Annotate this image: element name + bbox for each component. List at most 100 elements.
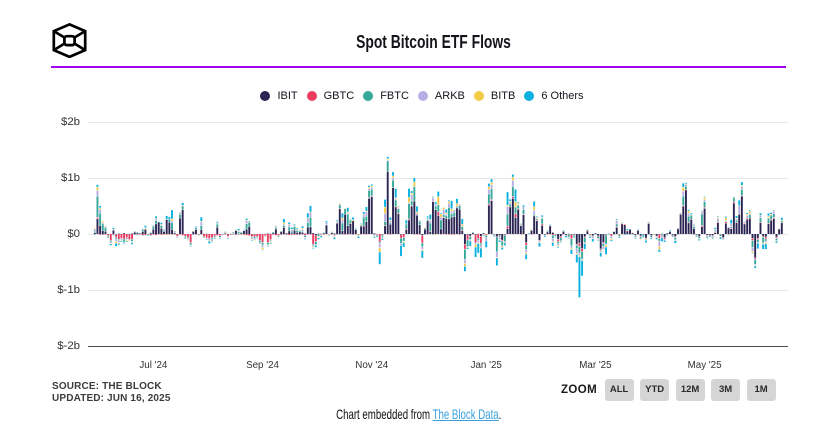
bar-2025-04-16[interactable] xyxy=(674,234,677,244)
bar-2024-08-19[interactable] xyxy=(234,229,237,236)
bar-2024-11-05[interactable] xyxy=(381,234,384,241)
bar-2025-05-20[interactable] xyxy=(735,215,738,234)
bar-2024-07-03[interactable] xyxy=(149,232,152,236)
bar-2024-10-31[interactable] xyxy=(373,233,376,238)
bar-2025-04-10[interactable] xyxy=(663,234,666,242)
bar-2025-01-16[interactable] xyxy=(509,199,512,234)
bar-2024-08-09[interactable] xyxy=(219,234,221,239)
bar-2024-09-10[interactable] xyxy=(274,226,277,236)
bar-2024-09-20[interactable] xyxy=(296,228,299,235)
bar-2024-12-10[interactable] xyxy=(445,209,448,235)
bar-2024-12-27[interactable] xyxy=(477,233,480,253)
bar-2025-03-14[interactable] xyxy=(613,231,615,235)
bar-2025-05-15[interactable] xyxy=(727,227,730,236)
bar-2025-01-30[interactable] xyxy=(533,201,536,234)
zoom-button-12m[interactable]: 12M xyxy=(675,378,705,401)
bar-2025-03-17[interactable] xyxy=(615,218,618,234)
bar-2024-08-28[interactable] xyxy=(253,234,256,241)
bar-2024-12-12[interactable] xyxy=(450,200,453,235)
bar-2025-05-28[interactable] xyxy=(748,210,751,234)
bar-2024-12-03[interactable] xyxy=(432,196,434,235)
bar-2024-09-04[interactable] xyxy=(264,233,267,237)
bar-2025-05-07[interactable] xyxy=(711,234,714,240)
bar-2024-10-02[interactable] xyxy=(317,233,320,240)
bar-2024-06-25[interactable] xyxy=(133,231,136,236)
bar-2025-04-21[interactable] xyxy=(679,213,682,234)
bar-2024-12-16[interactable] xyxy=(455,198,458,234)
bar-2024-07-08[interactable] xyxy=(155,216,157,236)
bar-2025-06-05[interactable] xyxy=(764,234,767,250)
bar-2024-06-24[interactable] xyxy=(131,233,134,245)
bar-2024-09-11[interactable] xyxy=(277,234,280,238)
bar-2025-05-09[interactable] xyxy=(716,216,719,234)
bar-2024-10-14[interactable] xyxy=(338,203,341,235)
bar-2024-10-25[interactable] xyxy=(362,211,365,234)
bar-2025-05-12[interactable] xyxy=(719,234,722,239)
bar-2025-02-20[interactable] xyxy=(570,234,573,254)
legend-item-ibit[interactable]: IBIT xyxy=(260,90,298,102)
bar-2024-07-17[interactable] xyxy=(173,231,176,235)
bar-2025-01-17[interactable] xyxy=(511,174,514,234)
bar-2024-10-28[interactable] xyxy=(365,206,368,235)
bar-2025-01-22[interactable] xyxy=(517,202,520,234)
bar-2024-11-20[interactable] xyxy=(410,191,413,234)
bar-2024-11-06[interactable] xyxy=(384,199,386,234)
bar-2025-03-24[interactable] xyxy=(629,229,631,235)
bar-2024-08-08[interactable] xyxy=(216,221,219,236)
bar-2025-04-24[interactable] xyxy=(687,209,690,234)
bar-2024-07-23[interactable] xyxy=(184,234,187,239)
bar-2025-06-06[interactable] xyxy=(767,213,770,234)
bar-2024-10-15[interactable] xyxy=(341,213,344,235)
zoom-button-ytd[interactable]: YTD xyxy=(640,378,670,401)
bar-2025-04-29[interactable] xyxy=(695,234,698,237)
bar-2025-05-29[interactable] xyxy=(751,234,754,254)
bar-2025-01-15[interactable] xyxy=(506,192,509,234)
bar-2025-03-12[interactable] xyxy=(607,233,610,235)
bar-2024-07-15[interactable] xyxy=(168,217,171,235)
bar-2025-03-28[interactable] xyxy=(639,234,642,240)
bar-2025-03-21[interactable] xyxy=(626,229,629,235)
bar-2025-02-18[interactable] xyxy=(565,234,568,238)
zoom-button-1m[interactable]: 1M xyxy=(746,378,776,401)
bar-2024-12-24[interactable] xyxy=(471,232,474,235)
bar-2025-03-10[interactable] xyxy=(602,234,605,250)
legend-item-gbtc[interactable]: GBTC xyxy=(306,90,354,102)
bar-2025-04-07[interactable] xyxy=(655,234,658,240)
bar-2024-12-02[interactable] xyxy=(429,214,432,234)
bar-2025-02-04[interactable] xyxy=(541,215,544,234)
bar-2024-08-30[interactable] xyxy=(258,233,261,244)
legend-item-bitb[interactable]: BITB xyxy=(473,90,515,102)
bar-2024-08-29[interactable] xyxy=(256,234,259,239)
bar-2025-02-28[interactable] xyxy=(586,229,589,235)
bar-2025-04-23[interactable] xyxy=(684,183,687,234)
bar-2025-03-11[interactable] xyxy=(605,234,608,255)
bar-2024-08-01[interactable] xyxy=(203,233,205,238)
bar-2024-07-18[interactable] xyxy=(176,233,179,238)
bar-2024-12-19[interactable] xyxy=(463,234,466,272)
bar-2024-10-30[interactable] xyxy=(370,184,373,234)
bar-2024-11-19[interactable] xyxy=(408,188,410,234)
bar-2024-06-05[interactable] xyxy=(99,206,102,235)
bar-2025-03-18[interactable] xyxy=(618,234,621,238)
bar-2024-06-06[interactable] xyxy=(101,221,104,235)
bar-2025-05-16[interactable] xyxy=(730,219,733,234)
bar-2024-09-12[interactable] xyxy=(280,231,283,235)
bar-2024-10-22[interactable] xyxy=(354,228,357,235)
bar-2024-06-10[interactable] xyxy=(107,234,110,238)
bar-2025-05-01[interactable] xyxy=(700,210,703,234)
bar-2025-02-06[interactable] xyxy=(546,230,549,235)
bar-2024-09-30[interactable] xyxy=(312,233,315,249)
bar-2024-06-04[interactable] xyxy=(96,184,99,234)
bar-2024-06-11[interactable] xyxy=(109,233,112,246)
bar-2024-08-23[interactable] xyxy=(245,218,248,236)
bar-2024-10-17[interactable] xyxy=(346,207,349,235)
bar-2024-06-26[interactable] xyxy=(136,232,139,236)
bar-2024-11-14[interactable] xyxy=(400,234,402,257)
bar-2025-02-10[interactable] xyxy=(551,232,554,246)
bar-2025-01-28[interactable] xyxy=(527,233,530,235)
bar-2025-01-10[interactable] xyxy=(498,234,501,242)
bar-2024-06-28[interactable] xyxy=(141,228,144,236)
bar-2025-03-03[interactable] xyxy=(589,234,592,238)
bar-2025-03-07[interactable] xyxy=(599,234,602,257)
bar-2025-05-05[interactable] xyxy=(706,234,709,239)
